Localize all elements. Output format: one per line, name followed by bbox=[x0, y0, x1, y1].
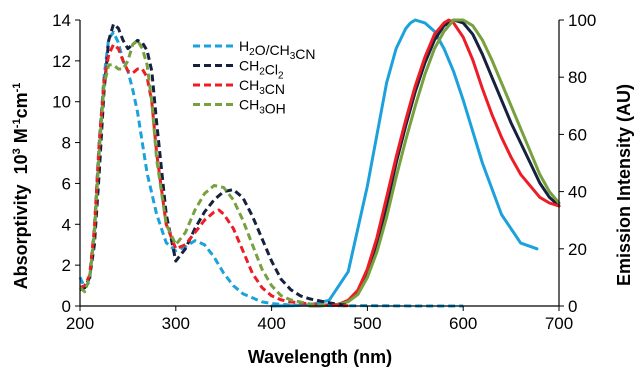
legend-label-part: CH bbox=[239, 97, 259, 113]
y-left-tick-label: 6 bbox=[62, 174, 71, 193]
y-left-tick-label: 2 bbox=[62, 256, 71, 275]
legend-label-subscript: 2 bbox=[259, 67, 265, 78]
x-tick-label: 700 bbox=[545, 314, 573, 333]
legend-label-subscript: 2 bbox=[278, 71, 284, 82]
emission-series-line bbox=[308, 18, 561, 308]
absorption-series-line bbox=[79, 22, 349, 307]
y-left-tick-label: 14 bbox=[52, 11, 71, 30]
y-left-tick-label: 8 bbox=[62, 134, 71, 153]
legend-item: H2O/CH3CN bbox=[193, 38, 315, 62]
x-tick-label: 600 bbox=[449, 314, 477, 333]
y-left-axis-unit-cm-exp: -1 bbox=[11, 83, 23, 93]
x-axis-title: Wavelength (nm) bbox=[248, 347, 392, 367]
legend-item: CH3CN bbox=[193, 77, 285, 97]
plot-area bbox=[78, 18, 561, 308]
legend-item: CH2Cl2 bbox=[193, 58, 284, 82]
y-left-tick-label: 10 bbox=[52, 93, 71, 112]
x-axis: 200 300 400 500 600 700 bbox=[66, 305, 573, 333]
y-left-tick-label: 0 bbox=[62, 297, 71, 316]
y-left-axis: 0 2 4 6 8 10 12 14 bbox=[52, 11, 81, 316]
y-left-axis-unit-base: 10 bbox=[11, 154, 31, 174]
legend-label-part: Cl bbox=[265, 62, 278, 78]
y-right-tick-label: 100 bbox=[568, 11, 596, 30]
legend-label-part: CN bbox=[265, 81, 285, 97]
y-right-tick-label: 40 bbox=[568, 183, 587, 202]
y-left-axis-unit-mid: M bbox=[11, 128, 31, 148]
legend-label: CH2Cl2 bbox=[239, 58, 284, 82]
y-right-tick-label: 0 bbox=[568, 297, 577, 316]
y-right-axis-title: Emission Intensity (AU) bbox=[614, 84, 634, 286]
legend-label-part: CH bbox=[239, 77, 259, 93]
legend-label-part: H bbox=[239, 38, 249, 54]
y-left-tick-label: 4 bbox=[62, 215, 71, 234]
x-tick-label: 400 bbox=[257, 314, 285, 333]
legend-label-subscript: 2 bbox=[249, 47, 255, 58]
legend-label-subscript: 3 bbox=[259, 86, 265, 97]
legend-label-subscript: 3 bbox=[259, 106, 265, 117]
y-right-axis: 0 20 40 60 80 100 bbox=[558, 11, 596, 316]
y-left-axis-unit-cm: cm bbox=[11, 92, 31, 118]
legend-label-part: CN bbox=[295, 46, 315, 62]
x-tick-label: 200 bbox=[66, 314, 94, 333]
emission-series-line bbox=[308, 18, 561, 308]
legend-label: H2O/CH3CN bbox=[239, 38, 315, 62]
legend-label-part: OH bbox=[265, 101, 286, 117]
emission-series-line bbox=[270, 18, 539, 308]
legend-label: CH3CN bbox=[239, 77, 285, 97]
legend-label: CH3OH bbox=[239, 97, 286, 117]
legend-label-part: CH bbox=[239, 58, 259, 74]
y-left-axis-title-gap bbox=[11, 174, 31, 184]
x-tick-label: 300 bbox=[162, 314, 190, 333]
legend-item: CH3OH bbox=[193, 97, 286, 117]
y-right-tick-label: 80 bbox=[568, 68, 587, 87]
legend-label-part: O/CH bbox=[255, 42, 290, 58]
y-right-tick-label: 60 bbox=[568, 125, 587, 144]
y-right-tick-label: 20 bbox=[568, 240, 587, 259]
y-left-axis-title-main: Absorptivity bbox=[11, 184, 31, 289]
y-left-tick-label: 12 bbox=[52, 52, 71, 71]
y-left-axis-title: Absorptivity 103 M-1cm-1 bbox=[11, 83, 31, 290]
legend-label-subscript: 3 bbox=[290, 51, 296, 62]
y-left-axis-unit-exp: 3 bbox=[11, 148, 23, 154]
absorption-series-line bbox=[79, 43, 349, 308]
emission-series-line bbox=[308, 18, 561, 308]
absorption-series-line bbox=[78, 30, 464, 308]
y-left-axis-unit-m-exp: -1 bbox=[11, 118, 23, 128]
x-tick-label: 500 bbox=[353, 314, 381, 333]
absorption-series-line bbox=[79, 38, 330, 308]
